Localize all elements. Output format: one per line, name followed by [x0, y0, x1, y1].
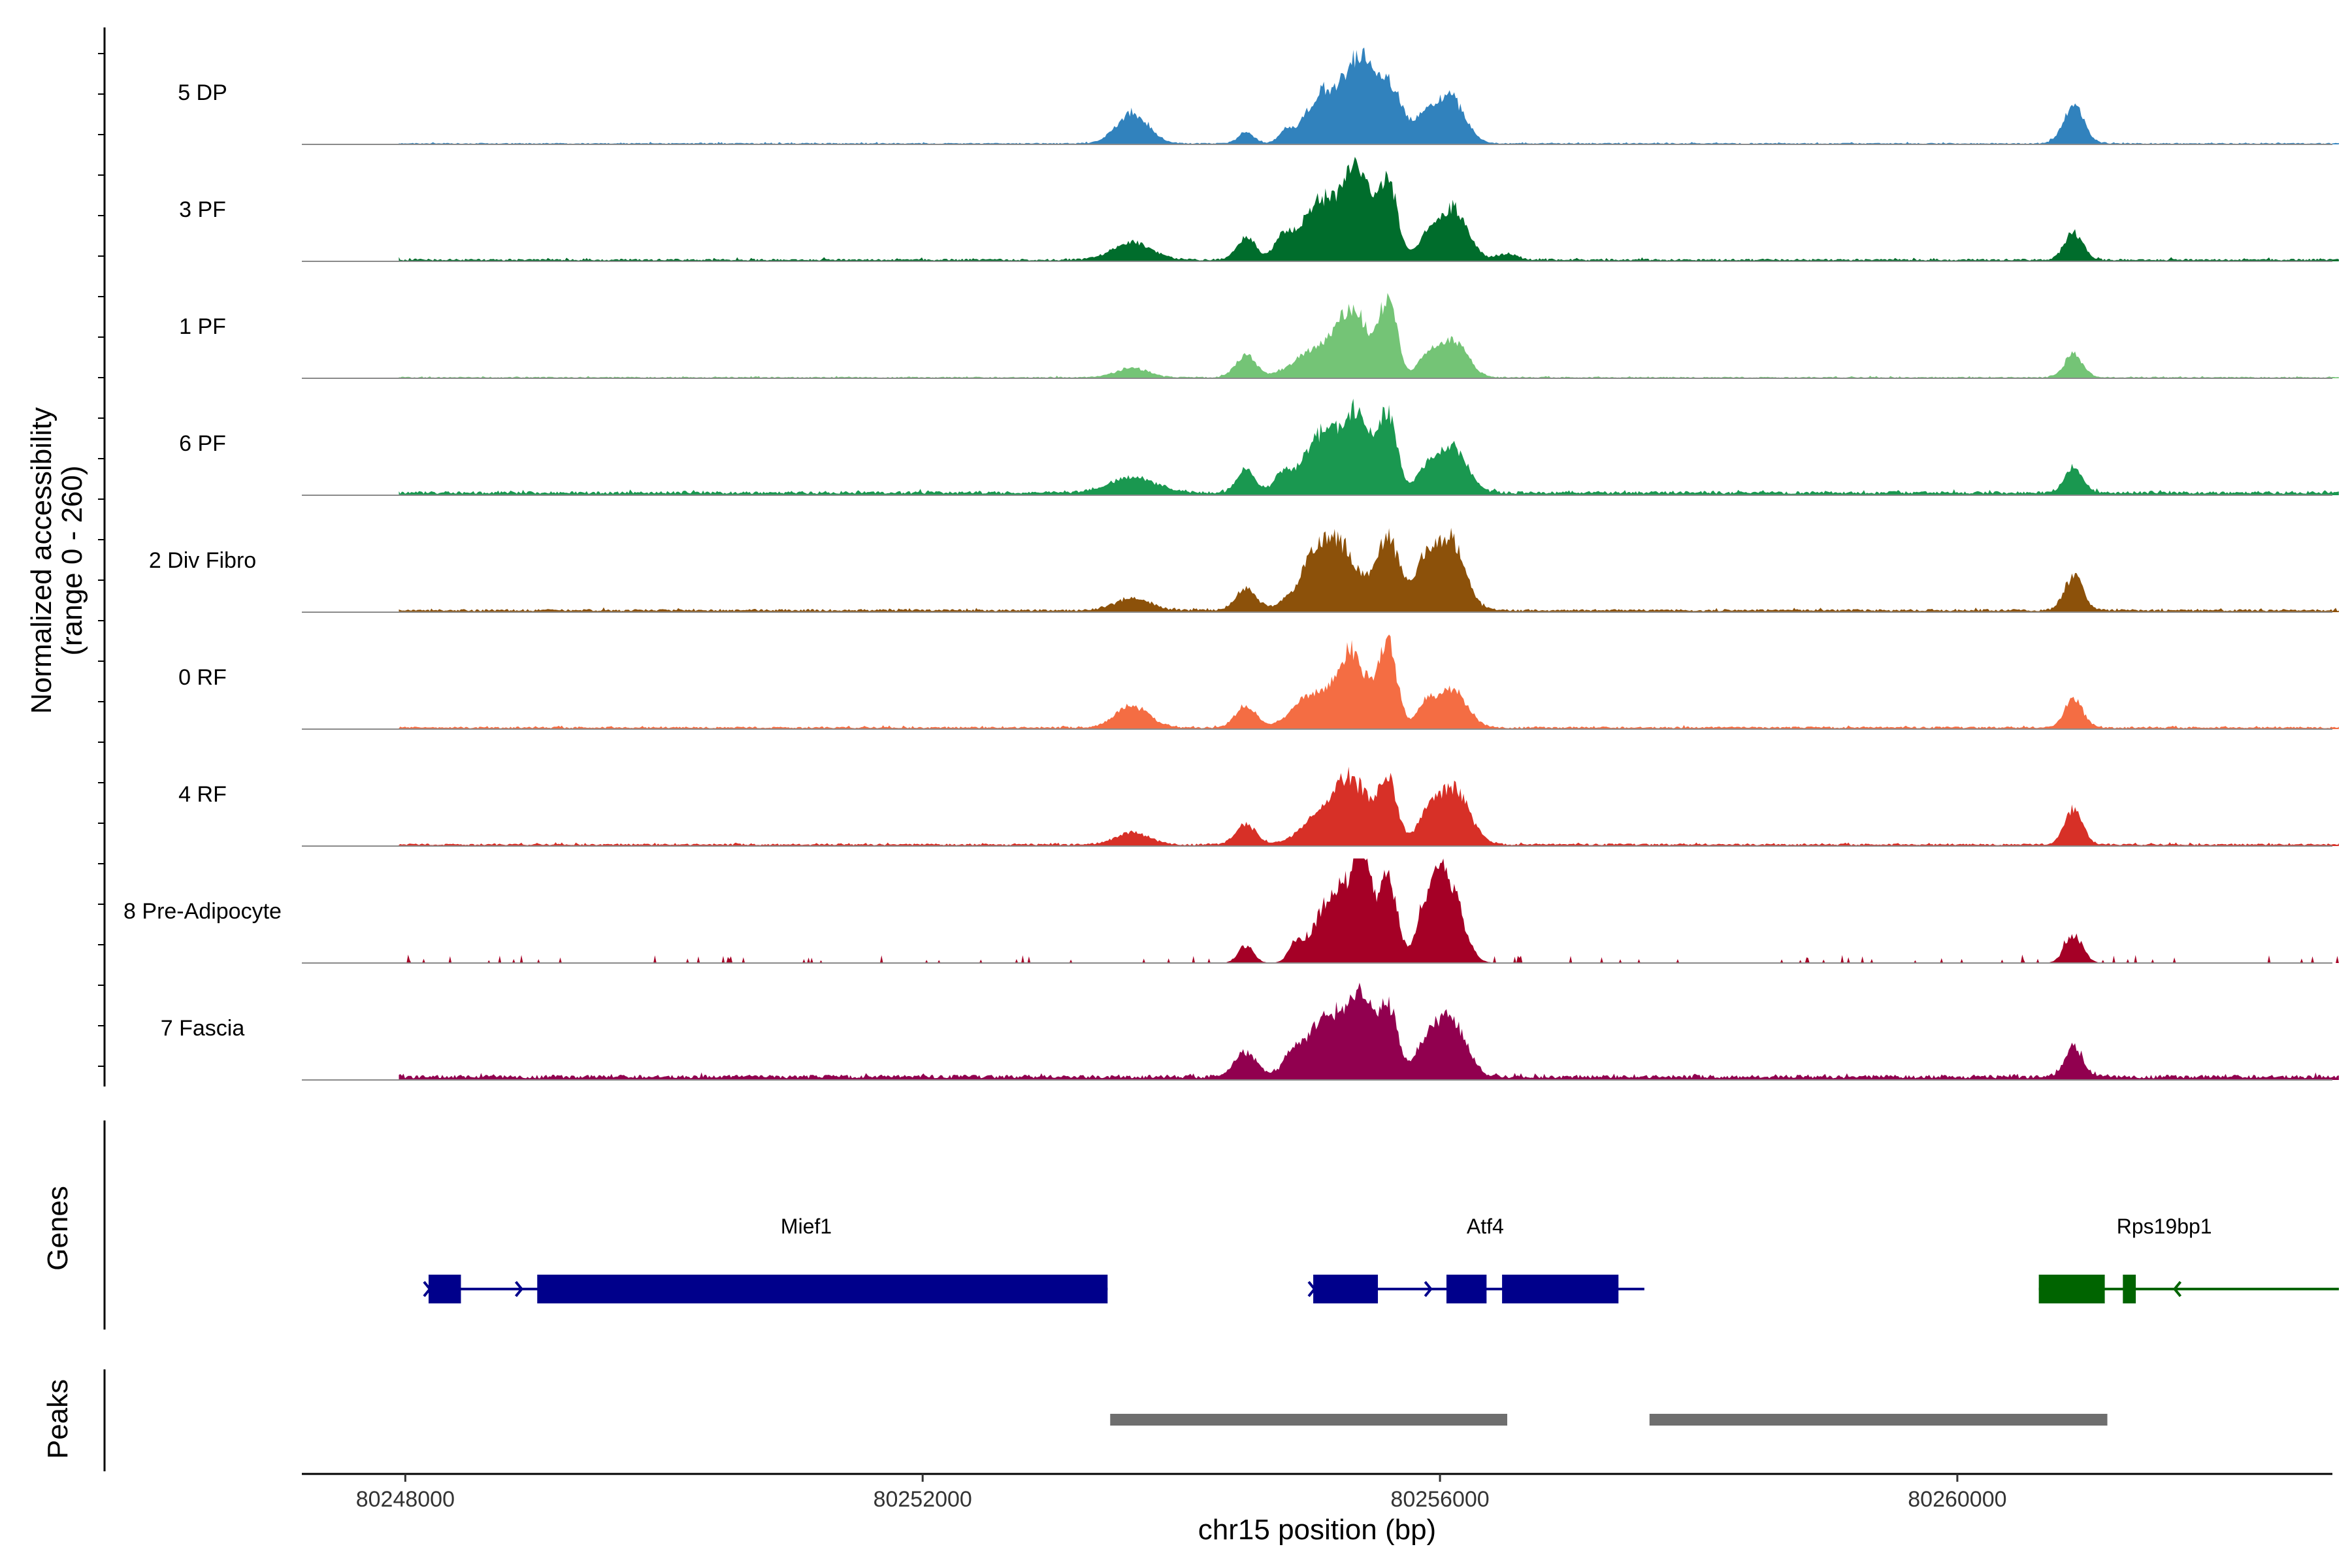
coverage-area [399, 157, 2339, 261]
gene-exon [1313, 1275, 1379, 1303]
track-label: 4 RF [178, 782, 227, 807]
gene-mief1: Mief1 [423, 1215, 1108, 1303]
x-axis-title: chr15 position (bp) [1198, 1514, 1436, 1546]
track-0-rf: 0 RF [178, 634, 2339, 730]
gene-exon [1446, 1275, 1487, 1303]
x-axis-tick-label: 80256000 [1390, 1487, 1489, 1512]
coverage-area [399, 399, 2339, 495]
track-label: 0 RF [178, 665, 227, 690]
gene-rps19bp1: Rps19bp1 [2038, 1215, 2339, 1303]
track-label: 2 Div Fibro [149, 548, 256, 573]
coverage-area [399, 634, 2339, 729]
peak-region [1649, 1414, 2108, 1426]
track-1-pf: 1 PF [179, 293, 2339, 379]
track-4-rf: 4 RF [178, 766, 2339, 847]
peak-region [1110, 1414, 1508, 1426]
track-8-pre-adipocyte: 8 Pre-Adipocyte [123, 858, 2339, 964]
coverage-area [399, 858, 2339, 963]
coverage-area [399, 527, 2339, 612]
x-axis-tick-label: 80260000 [1908, 1487, 2006, 1512]
gene-exon [2123, 1275, 2136, 1303]
coverage-area [399, 47, 2339, 144]
gene-exon [1502, 1275, 1619, 1303]
gene-label: Rps19bp1 [2117, 1215, 2212, 1238]
y-axis-title-line2: (range 0 - 260) [56, 465, 88, 655]
coverage-area [399, 293, 2339, 378]
track-5-dp: 5 DP [178, 47, 2339, 145]
gene-atf4: Atf4 [1307, 1215, 1644, 1303]
track-label: 5 DP [178, 80, 227, 105]
gene-annotation-panel: Mief1 Atf4 Rps19bp1 [103, 1120, 2339, 1330]
coverage-area [399, 983, 2339, 1080]
track-label: 7 Fascia [161, 1016, 245, 1041]
gene-exon [429, 1275, 461, 1303]
track-label: 6 PF [179, 431, 226, 456]
track-7-fascia: 7 Fascia [161, 983, 2339, 1081]
track-label: 3 PF [179, 197, 226, 222]
track-2-div-fibro: 2 Div Fibro [149, 527, 2339, 613]
gene-label: Atf4 [1467, 1215, 1504, 1238]
track-label: 1 PF [179, 314, 226, 339]
genes-panel-title: Genes [42, 1186, 74, 1271]
gene-label: Mief1 [781, 1215, 832, 1238]
track-label: 8 Pre-Adipocyte [123, 899, 282, 924]
gene-exon [537, 1275, 1108, 1303]
gene-exon [2038, 1275, 2105, 1303]
y-axis [98, 27, 106, 1086]
x-axis-tick-label: 80248000 [356, 1487, 455, 1512]
coverage-tracks: 5 DP 3 PF 1 PF 6 PF 2 Div Fibro 0 RF 4 RF 8 Pre… [123, 47, 2339, 1081]
peaks-panel-title: Peaks [42, 1379, 74, 1459]
strand-arrow-icon [1424, 1281, 1433, 1298]
track-6-pf: 6 PF [179, 399, 2339, 496]
track-3-pf: 3 PF [179, 157, 2339, 262]
y-axis-title-line1: Normalized accessibility [25, 407, 57, 713]
strand-arrow-icon [514, 1281, 524, 1298]
x-axis-tick-label: 80252000 [874, 1487, 972, 1512]
coverage-area [399, 766, 2339, 846]
peaks-panel [103, 1369, 2108, 1471]
x-axis: 80248000 80252000 80256000 80260000 [302, 1473, 2332, 1512]
strand-arrow-icon [2172, 1281, 2182, 1298]
